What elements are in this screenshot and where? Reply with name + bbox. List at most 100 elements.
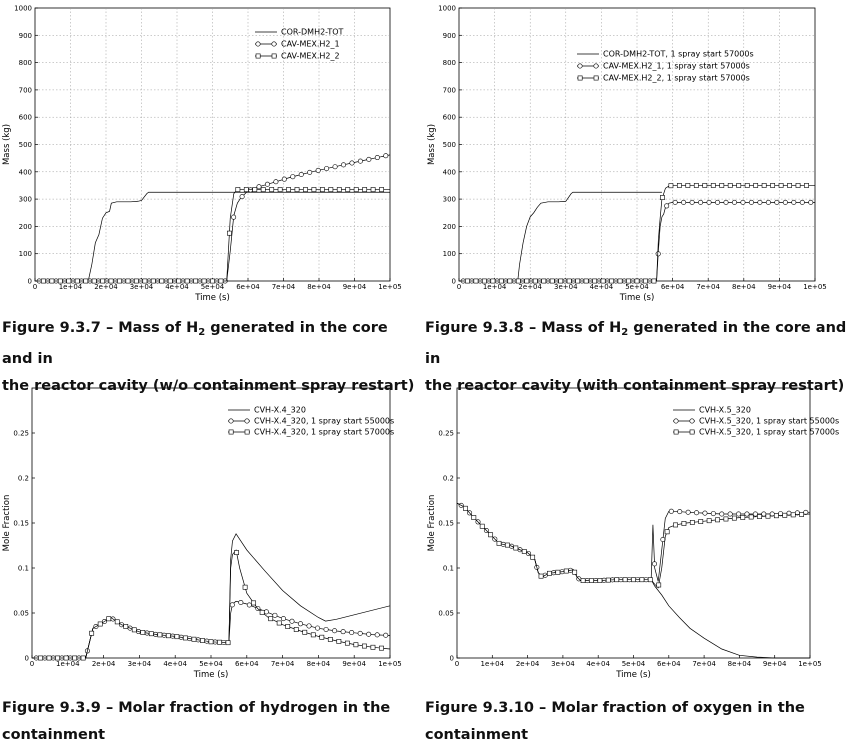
series-marker-square <box>100 278 106 284</box>
x-tick-label: 6e+04 <box>235 660 259 668</box>
series-marker-square <box>639 577 645 583</box>
chart-panel-1: 0 1e+04 2e+04 3e+04 4e+04 5e+04 6e+04 7e+04 8e+0… <box>0 0 402 306</box>
series-marker-square <box>463 505 468 511</box>
caption-text: Figure 9.3.8 – Mass of H <box>425 320 622 336</box>
series-marker-circle <box>782 199 788 205</box>
legend-marker-square <box>255 53 261 59</box>
series-marker-square <box>353 642 359 648</box>
y-tick-label: 600 <box>443 114 456 122</box>
series-marker-square <box>142 278 148 284</box>
series-marker-square <box>702 183 708 188</box>
caption-figure-9-3-8: Figure 9.3.8 – Mass of H2 generated in t… <box>425 315 849 400</box>
series-marker-circle <box>298 172 304 178</box>
series-marker-square <box>660 195 665 200</box>
series-marker-square <box>159 278 165 284</box>
legend-entry: COR-DMH2-TOT <box>281 28 344 37</box>
series-marker-square <box>664 529 670 535</box>
series-marker-circle <box>383 153 389 159</box>
legend-marker-circle <box>271 41 277 47</box>
series-marker-square <box>736 183 742 188</box>
series-marker-circle <box>706 199 712 205</box>
x-tick-label: 4e+04 <box>586 660 610 668</box>
series-marker-circle <box>281 176 287 182</box>
series-marker-circle <box>664 203 670 209</box>
series-marker-square <box>114 619 120 625</box>
series-marker-square <box>473 278 479 284</box>
x-axis-label: Time (s) <box>615 670 651 680</box>
y-tick-label: 800 <box>443 59 456 67</box>
y-tick-label: 0 <box>452 278 456 286</box>
series-marker-circle <box>248 187 254 193</box>
y-axis-label: Mass (kg) <box>427 124 437 165</box>
series-marker-circle <box>324 166 330 172</box>
series-marker-square <box>773 513 779 519</box>
series-marker-square <box>277 187 283 192</box>
legend-marker-circle <box>673 418 679 424</box>
series-marker-square <box>626 278 631 284</box>
series-marker-circle <box>323 626 329 632</box>
series-marker-square <box>647 577 653 583</box>
x-tick-label: 2e+04 <box>92 660 116 668</box>
legend-marker-circle <box>255 41 261 47</box>
y-tick-label: 0.2 <box>18 475 29 483</box>
series-marker-circle <box>808 199 814 205</box>
series-marker-circle <box>694 510 700 516</box>
series-marker-square <box>38 655 43 661</box>
series-marker-square <box>148 631 154 637</box>
series-marker-circle <box>264 181 270 187</box>
series-marker-circle <box>672 199 678 205</box>
x-tick-label: 6e+04 <box>661 283 685 291</box>
series-marker-square <box>303 187 308 192</box>
legend-marker-square <box>271 53 277 59</box>
series-marker-square <box>787 183 792 188</box>
series-marker-circle <box>652 561 658 567</box>
series-marker-square <box>227 230 232 236</box>
series-marker-circle <box>229 602 235 608</box>
legend-entry: CVH-X.4_320, 1 spray start 57000s <box>254 428 394 437</box>
series-marker-square <box>344 640 350 646</box>
series-marker-square <box>167 278 173 284</box>
series-line-1 <box>459 191 662 282</box>
series-marker-circle <box>748 199 754 205</box>
series-marker-square <box>362 187 368 192</box>
x-tick-label: 7e+04 <box>271 660 295 668</box>
x-axis-label: Time (s) <box>193 670 229 680</box>
series-marker-circle <box>681 199 687 205</box>
series-marker-square <box>555 569 561 575</box>
series-marker-square <box>183 635 188 641</box>
series-marker-circle <box>736 511 742 517</box>
x-tick-label: 8e+04 <box>307 283 331 291</box>
series-marker-circle <box>744 511 750 517</box>
legend-entry: CAV-MEX.H2_2, 1 spray start 57000s <box>603 74 750 83</box>
x-tick-label: 5e+04 <box>199 660 223 668</box>
series-marker-square <box>49 278 55 284</box>
series-marker-square <box>285 624 291 629</box>
x-tick-label: 1e+04 <box>59 283 83 291</box>
x-tick-label: 6e+04 <box>657 660 681 668</box>
x-tick-label: 9e+04 <box>763 660 787 668</box>
series-marker-square <box>761 183 767 188</box>
series-marker-circle <box>689 199 695 205</box>
series-marker-circle <box>731 199 737 205</box>
series-marker-square <box>252 187 258 192</box>
caption-text: Figure 9.3.9 – Molar fraction of hydroge… <box>2 700 391 716</box>
series-marker-square <box>319 187 325 192</box>
caption-figure-9-3-7: Figure 9.3.7 – Mass of H2 generated in t… <box>2 315 420 400</box>
series-marker-square <box>217 639 222 645</box>
caption-text: Figure 9.3.7 – Mass of H <box>2 320 199 336</box>
series-marker-square <box>541 278 547 284</box>
series-marker-square <box>592 278 598 284</box>
x-tick-label: 1e+05 <box>803 283 827 291</box>
series-marker-circle <box>289 618 295 624</box>
series-marker-square <box>370 644 376 650</box>
series-marker-square <box>609 278 614 284</box>
legend-marker-circle <box>577 63 583 69</box>
series-marker-circle <box>332 628 338 634</box>
y-tick-label: 0 <box>450 655 454 663</box>
y-tick-label: 700 <box>443 86 456 94</box>
caption-subscript: 2 <box>198 327 206 338</box>
series-marker-square <box>689 520 695 525</box>
series-marker-square <box>513 545 519 551</box>
series-marker-square <box>727 183 733 188</box>
series-marker-square <box>753 183 759 188</box>
